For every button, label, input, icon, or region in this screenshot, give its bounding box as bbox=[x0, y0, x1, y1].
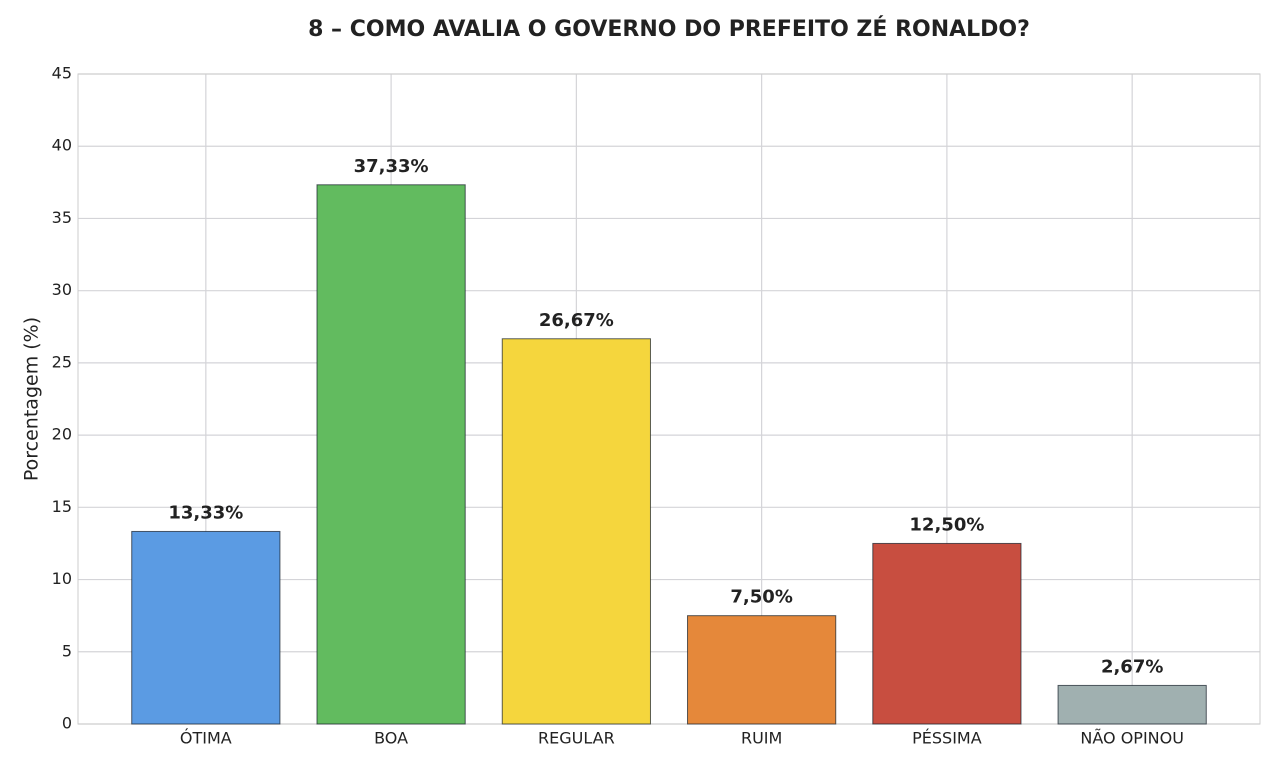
x-tick-label: NÃO OPINOU bbox=[1080, 729, 1184, 748]
y-tick-label: 20 bbox=[52, 425, 72, 444]
y-tick-label: 45 bbox=[52, 64, 72, 83]
plot-frame bbox=[77, 73, 1261, 725]
value-label: 2,67% bbox=[1101, 656, 1163, 677]
bar bbox=[131, 530, 281, 725]
y-tick-label: 5 bbox=[62, 641, 72, 660]
y-tick-label: 15 bbox=[52, 497, 72, 516]
value-label: 7,50% bbox=[730, 587, 792, 608]
y-tick-label: 30 bbox=[52, 280, 72, 299]
bar bbox=[501, 338, 651, 725]
value-label: 12,50% bbox=[909, 514, 984, 535]
x-tick-label: REGULAR bbox=[538, 729, 615, 748]
x-tick-label: ÓTIMA bbox=[180, 729, 232, 748]
x-tick-label: RUIM bbox=[741, 729, 782, 748]
bar bbox=[316, 184, 466, 725]
y-tick-label: 25 bbox=[52, 352, 72, 371]
value-label: 37,33% bbox=[354, 156, 429, 177]
x-tick-label: BOA bbox=[374, 729, 408, 748]
value-label: 13,33% bbox=[168, 502, 243, 523]
bar bbox=[687, 615, 837, 725]
y-tick-label: 40 bbox=[52, 136, 72, 155]
y-tick-label: 0 bbox=[62, 714, 72, 733]
value-label: 26,67% bbox=[539, 310, 614, 331]
chart-title: 8 – COMO AVALIA O GOVERNO DO PREFEITO ZÉ… bbox=[308, 16, 1030, 42]
y-tick-label: 10 bbox=[52, 569, 72, 588]
y-axis-label: Porcentagem (%) bbox=[21, 317, 43, 481]
bar bbox=[1057, 684, 1207, 725]
y-tick-label: 35 bbox=[52, 208, 72, 227]
bar bbox=[872, 542, 1022, 725]
x-tick-label: PÉSSIMA bbox=[912, 729, 982, 748]
